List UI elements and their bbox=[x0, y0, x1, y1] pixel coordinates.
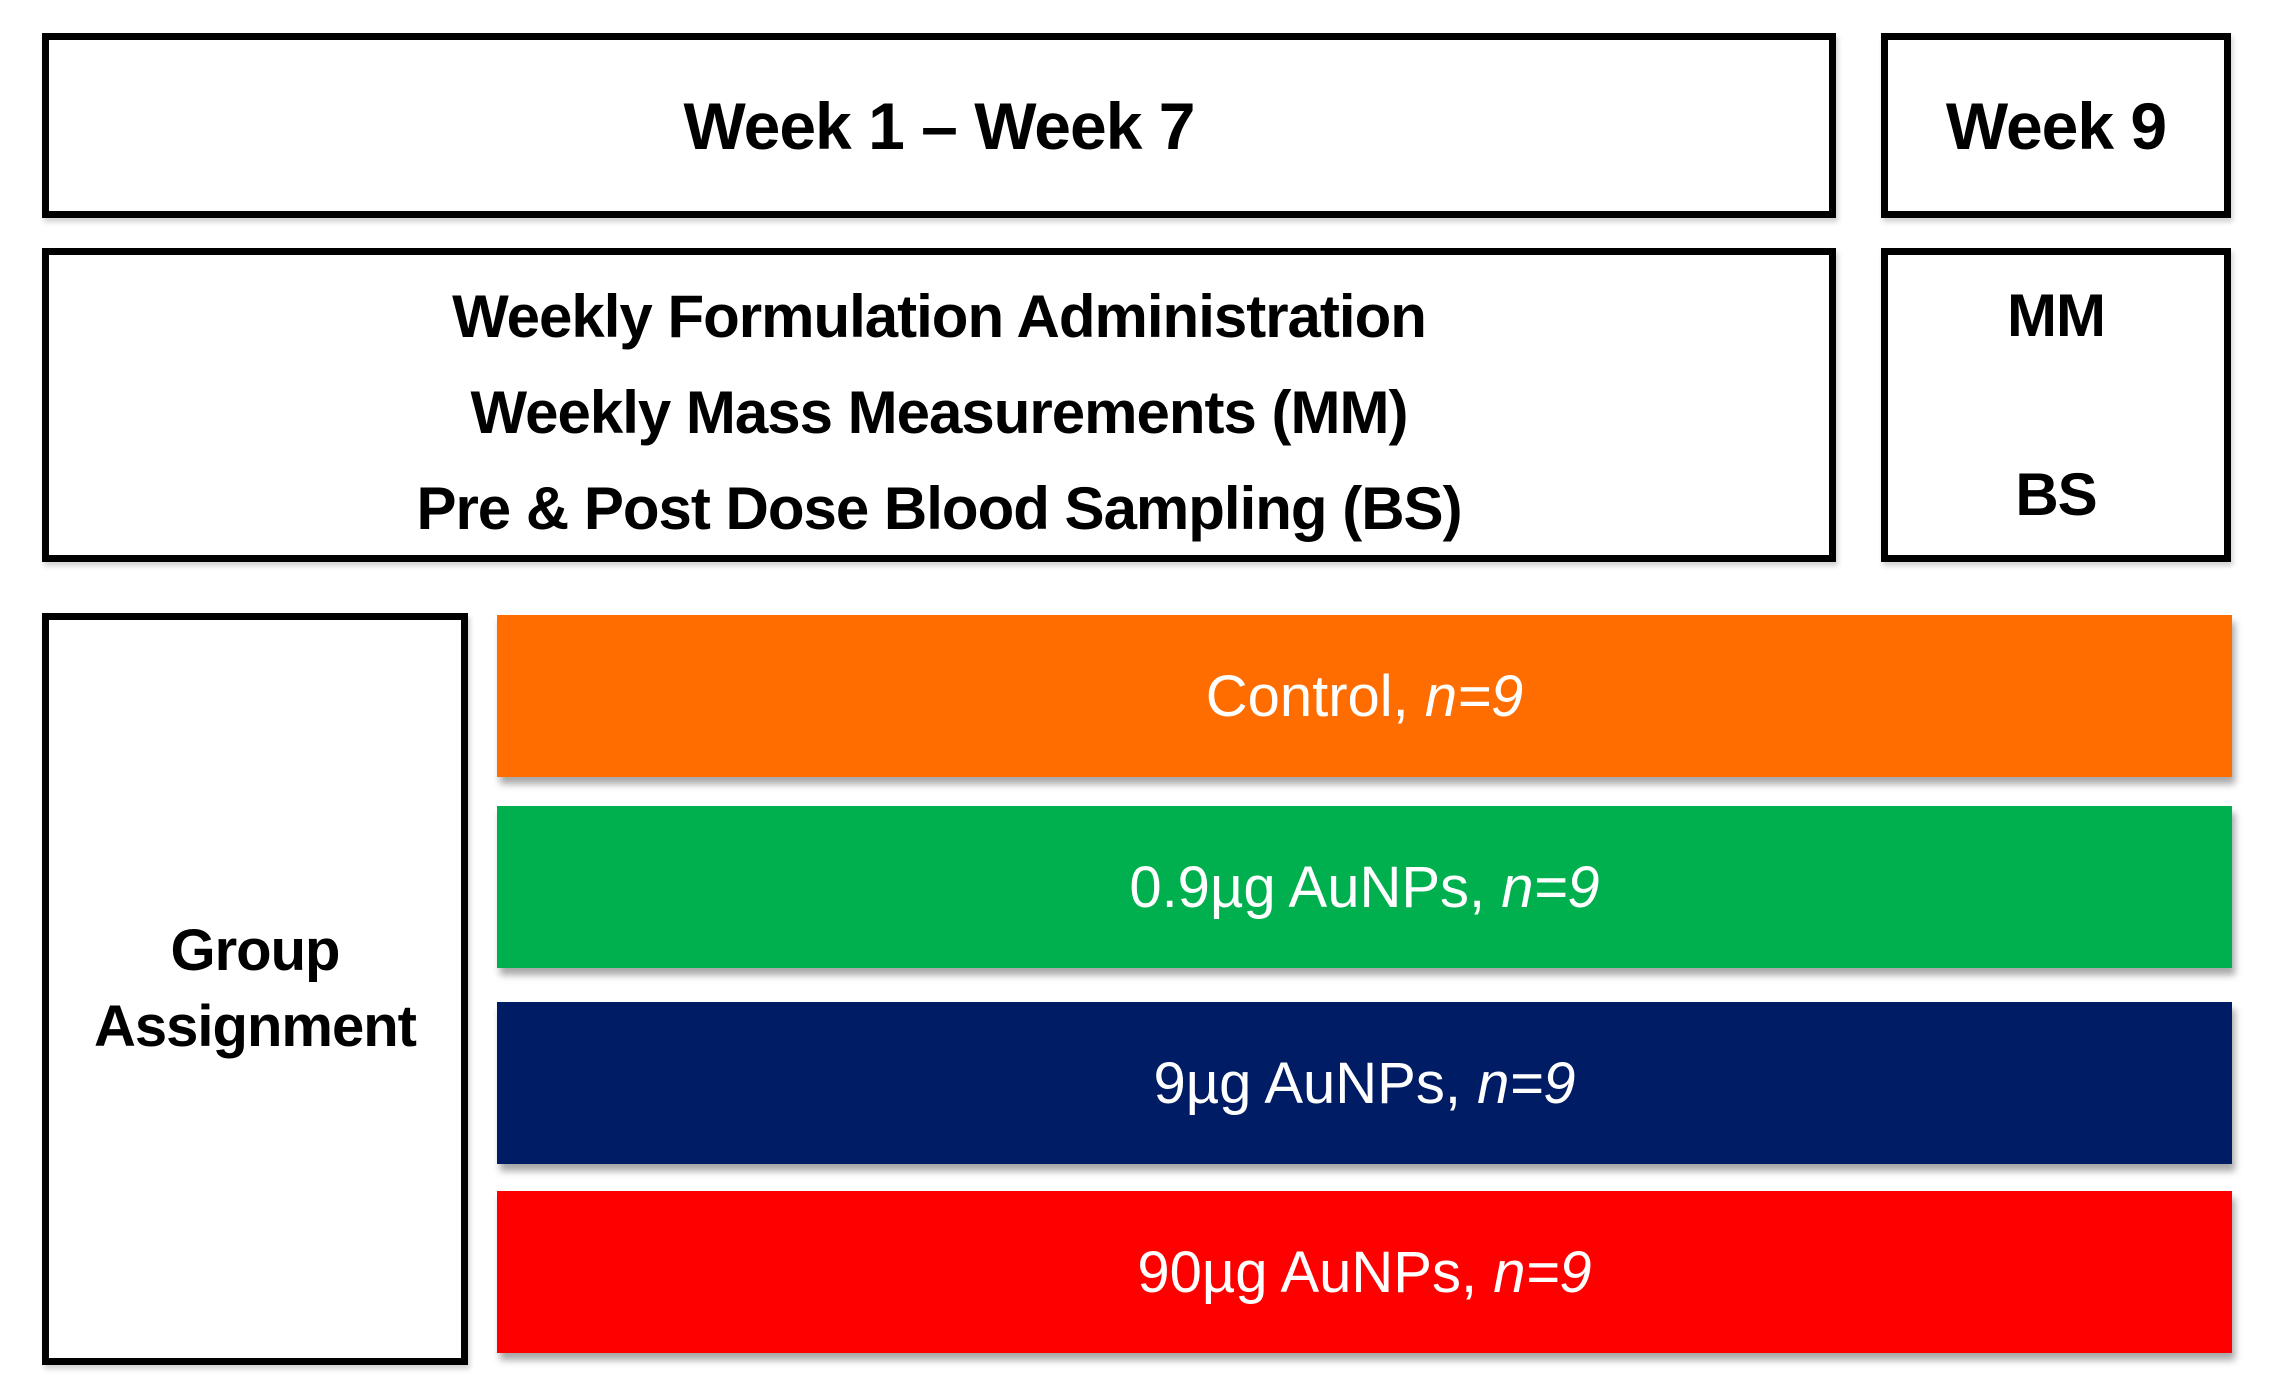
group-bar-0-9ug-aunps: 0.9µg AuNPs, n=9 bbox=[497, 806, 2232, 968]
week9-activities-box: MM BS bbox=[1881, 248, 2231, 562]
group-bar-9ug-n: n=9 bbox=[1477, 1050, 1576, 1116]
group-bar-0-9ug-n: n=9 bbox=[1501, 854, 1600, 920]
activity-formulation-administration: Weekly Formulation Administration bbox=[452, 283, 1427, 350]
group-assignment-box: Group Assignment bbox=[42, 613, 468, 1365]
group-bar-control-label: Control, n=9 bbox=[1206, 663, 1524, 730]
activity-blood-sampling: Pre & Post Dose Blood Sampling (BS) bbox=[416, 475, 1462, 542]
group-bar-90ug-n: n=9 bbox=[1493, 1239, 1592, 1305]
group-bar-90ug-text: 90µg AuNPs, bbox=[1137, 1239, 1494, 1305]
group-bar-9ug-text: 9µg AuNPs, bbox=[1153, 1050, 1478, 1116]
group-bar-9ug-label: 9µg AuNPs, n=9 bbox=[1154, 1050, 1576, 1117]
group-bar-0-9ug-label: 0.9µg AuNPs, n=9 bbox=[1129, 854, 1599, 921]
group-bar-90ug-aunps: 90µg AuNPs, n=9 bbox=[497, 1191, 2232, 1353]
group-bar-90ug-label: 90µg AuNPs, n=9 bbox=[1137, 1239, 1591, 1306]
group-assignment-label: Group Assignment bbox=[94, 918, 417, 1059]
week9-mm-label: MM bbox=[2007, 282, 2106, 349]
week9-bs-label: BS bbox=[2015, 461, 2097, 528]
week9-box: Week 9 bbox=[1881, 33, 2231, 218]
group-bar-control-text: Control, bbox=[1205, 663, 1425, 729]
weekly-activities-box: Weekly Formulation Administration Weekly… bbox=[42, 248, 1836, 562]
week-range-label: Week 1 – Week 7 bbox=[683, 88, 1196, 163]
group-bar-9ug-aunps: 9µg AuNPs, n=9 bbox=[497, 1002, 2232, 1164]
group-bar-control-n: n=9 bbox=[1424, 663, 1524, 729]
week-range-box: Week 1 – Week 7 bbox=[42, 33, 1836, 218]
activity-mass-measurements: Weekly Mass Measurements (MM) bbox=[470, 379, 1409, 446]
week9-label: Week 9 bbox=[1945, 88, 2167, 163]
weekly-activities-lines: Weekly Formulation Administration Weekly… bbox=[416, 255, 1462, 555]
group-bar-0-9ug-text: 0.9µg AuNPs, bbox=[1129, 854, 1502, 920]
group-bar-control: Control, n=9 bbox=[497, 615, 2232, 777]
